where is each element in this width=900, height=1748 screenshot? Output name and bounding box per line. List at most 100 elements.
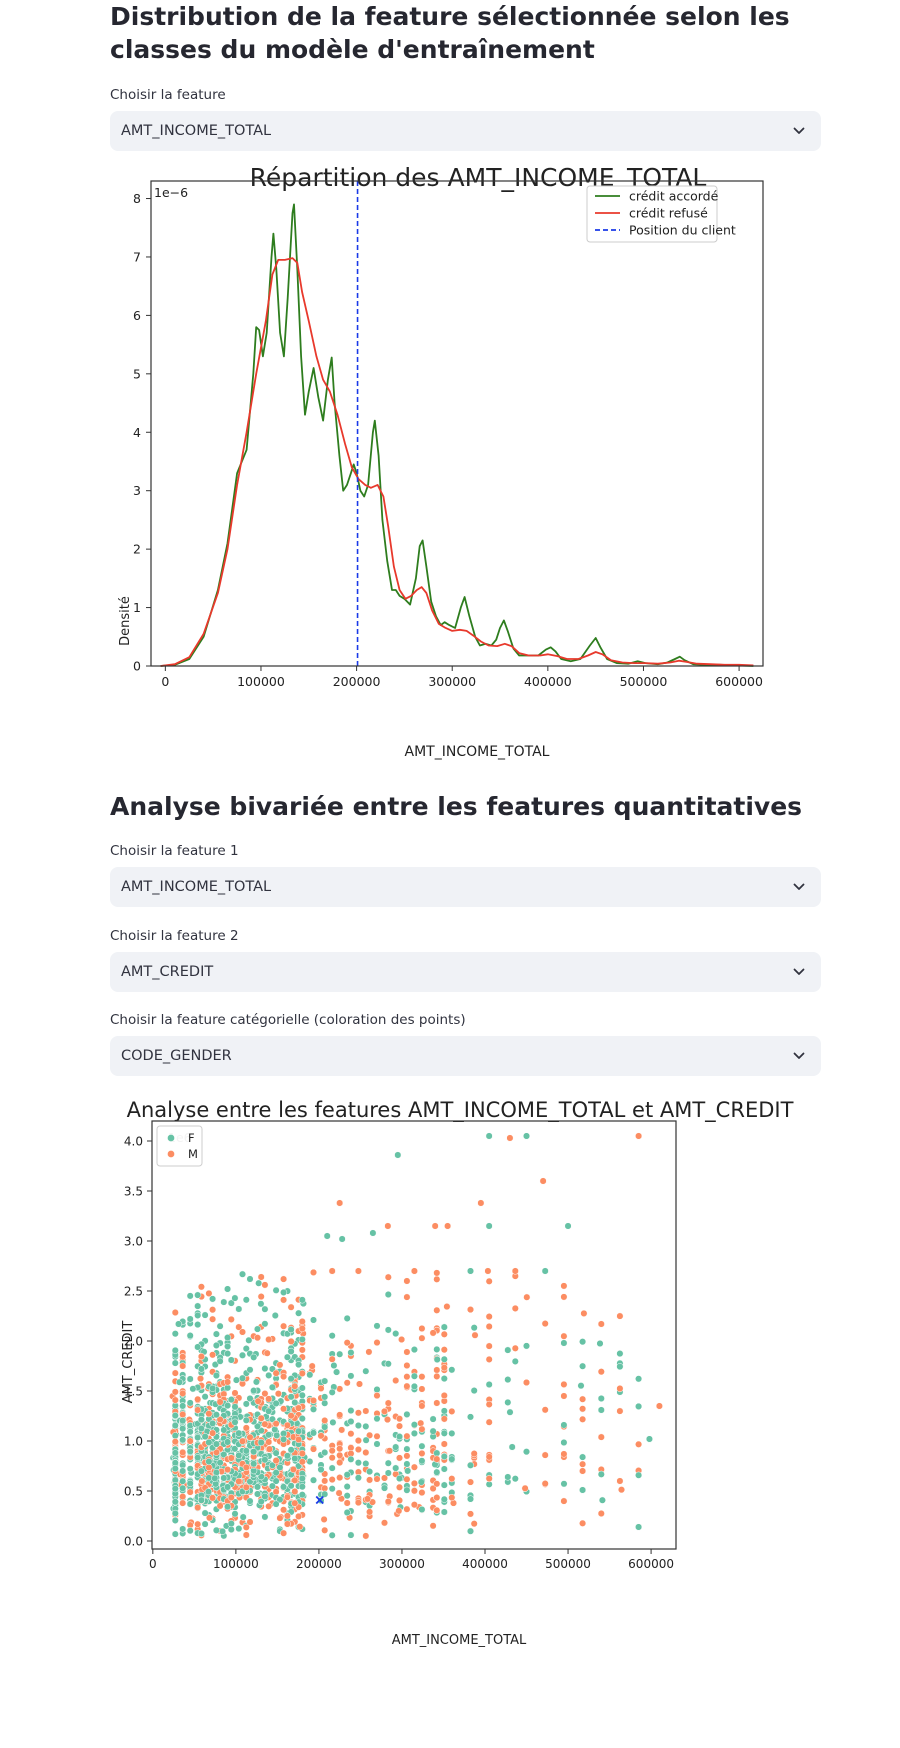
scatter-point: [309, 1396, 318, 1405]
scatter-point: [403, 1293, 411, 1301]
scatter-point: [384, 1290, 392, 1299]
scatter-point: [343, 1339, 351, 1347]
scatter-point: [321, 1484, 329, 1492]
scatter-point: [287, 1303, 295, 1311]
plot-frame: [151, 1120, 677, 1550]
scatter-point: [280, 1405, 288, 1413]
scatter-point: [597, 1509, 605, 1518]
scatter-point: [186, 1488, 194, 1496]
scatter-point: [179, 1425, 187, 1433]
scatter-point: [309, 1405, 318, 1413]
scatter-point: [440, 1391, 448, 1400]
scatter-point: [383, 1416, 392, 1424]
chevron-down-icon[interactable]: [791, 879, 807, 895]
scatter-point: [323, 1232, 331, 1240]
scatter-point: [298, 1346, 306, 1354]
chart-title: Analyse entre les features AMT_INCOME_TO…: [127, 1098, 794, 1123]
scatter-point: [335, 1489, 343, 1497]
scatter-point: [364, 1495, 372, 1503]
x-tick-label: 100000: [213, 1557, 259, 1571]
scatter-point: [246, 1518, 254, 1526]
scatter-point: [560, 1392, 568, 1400]
feature1-select[interactable]: AMT_INCOME_TOTAL: [110, 867, 821, 907]
feature2-select[interactable]: AMT_CREDIT: [110, 952, 821, 992]
scatter-point: [179, 1402, 187, 1410]
scatter-point: [440, 1440, 448, 1448]
y-axis-label: Densité: [118, 596, 133, 646]
scatter-point: [362, 1532, 370, 1540]
legend-label: F: [188, 1131, 195, 1145]
scatter-point: [511, 1475, 519, 1483]
scatter-point: [338, 1426, 346, 1434]
scatter-point: [597, 1394, 605, 1403]
scatter-point: [197, 1416, 205, 1424]
scatter-point: [504, 1376, 512, 1384]
scatter-point: [212, 1411, 220, 1419]
scatter-point: [298, 1415, 306, 1423]
scatter-point: [598, 1496, 606, 1504]
scatter-point: [189, 1385, 197, 1393]
feature-select[interactable]: AMT_INCOME_TOTAL: [110, 111, 821, 151]
scatter-point: [274, 1390, 282, 1398]
scatter-point: [485, 1475, 493, 1483]
scatter-point: [392, 1443, 400, 1451]
scatter-point: [235, 1525, 243, 1533]
scatter-point: [253, 1422, 262, 1430]
scatter-point: [261, 1456, 269, 1464]
scatter-point: [265, 1395, 273, 1403]
legend-label: crédit accordé: [629, 189, 719, 204]
y-tick-label: 7: [133, 249, 141, 264]
scatter-point: [257, 1498, 265, 1506]
scatter-point: [485, 1400, 493, 1408]
scatter-point: [197, 1365, 205, 1373]
feature1-select-value: AMT_INCOME_TOTAL: [121, 879, 272, 895]
scatter-point: [328, 1485, 336, 1493]
scatter-point: [283, 1421, 291, 1429]
scatter-point: [272, 1420, 280, 1428]
scatter-point: [354, 1267, 362, 1275]
scatter-point: [227, 1493, 235, 1502]
category-select[interactable]: CODE_GENDER: [110, 1036, 821, 1076]
scatter-point: [238, 1270, 247, 1278]
scatter-point: [380, 1474, 389, 1482]
scatter-point: [380, 1484, 389, 1492]
scatter-point: [283, 1520, 291, 1528]
scatter-point: [440, 1355, 448, 1363]
scatter-point: [224, 1402, 232, 1410]
scatter-point: [328, 1464, 336, 1472]
scatter-point: [384, 1360, 392, 1368]
scatter-point: [261, 1305, 269, 1313]
scatter-point: [306, 1371, 314, 1379]
scatter-point: [368, 1498, 377, 1506]
scatter-point: [395, 1483, 404, 1491]
scatter-point: [418, 1489, 426, 1497]
scatter-point: [596, 1339, 604, 1348]
chevron-down-icon[interactable]: [791, 123, 807, 139]
scatter-point: [466, 1413, 475, 1421]
chart-legend: crédit accordé crédit refusé Position du c…: [586, 185, 736, 243]
scatter-point: [440, 1429, 448, 1437]
chevron-down-icon[interactable]: [791, 1048, 807, 1064]
scatter-point: [616, 1384, 624, 1393]
scatter-point: [216, 1398, 224, 1406]
scatter-point: [194, 1291, 202, 1299]
scatter-point: [287, 1337, 295, 1345]
y-tick-label: 4.0: [124, 1135, 143, 1149]
scatter-point: [398, 1335, 406, 1344]
scatter-point: [373, 1385, 381, 1394]
scatter-point: [257, 1438, 265, 1447]
scatter-point: [216, 1357, 224, 1365]
scatter-point: [392, 1376, 400, 1385]
scatter-point: [179, 1353, 187, 1361]
scatter-point: [579, 1362, 587, 1370]
scatter-point: [268, 1482, 276, 1490]
chevron-down-icon[interactable]: [791, 964, 807, 980]
scatter-point: [635, 1375, 643, 1383]
scatter-point: [404, 1467, 412, 1475]
scatter-point: [440, 1508, 448, 1516]
scatter-point: [328, 1454, 336, 1462]
scatter-point: [466, 1306, 475, 1314]
scatter-point: [186, 1315, 194, 1323]
scatter-point: [171, 1438, 179, 1446]
scatter-point: [194, 1343, 202, 1351]
